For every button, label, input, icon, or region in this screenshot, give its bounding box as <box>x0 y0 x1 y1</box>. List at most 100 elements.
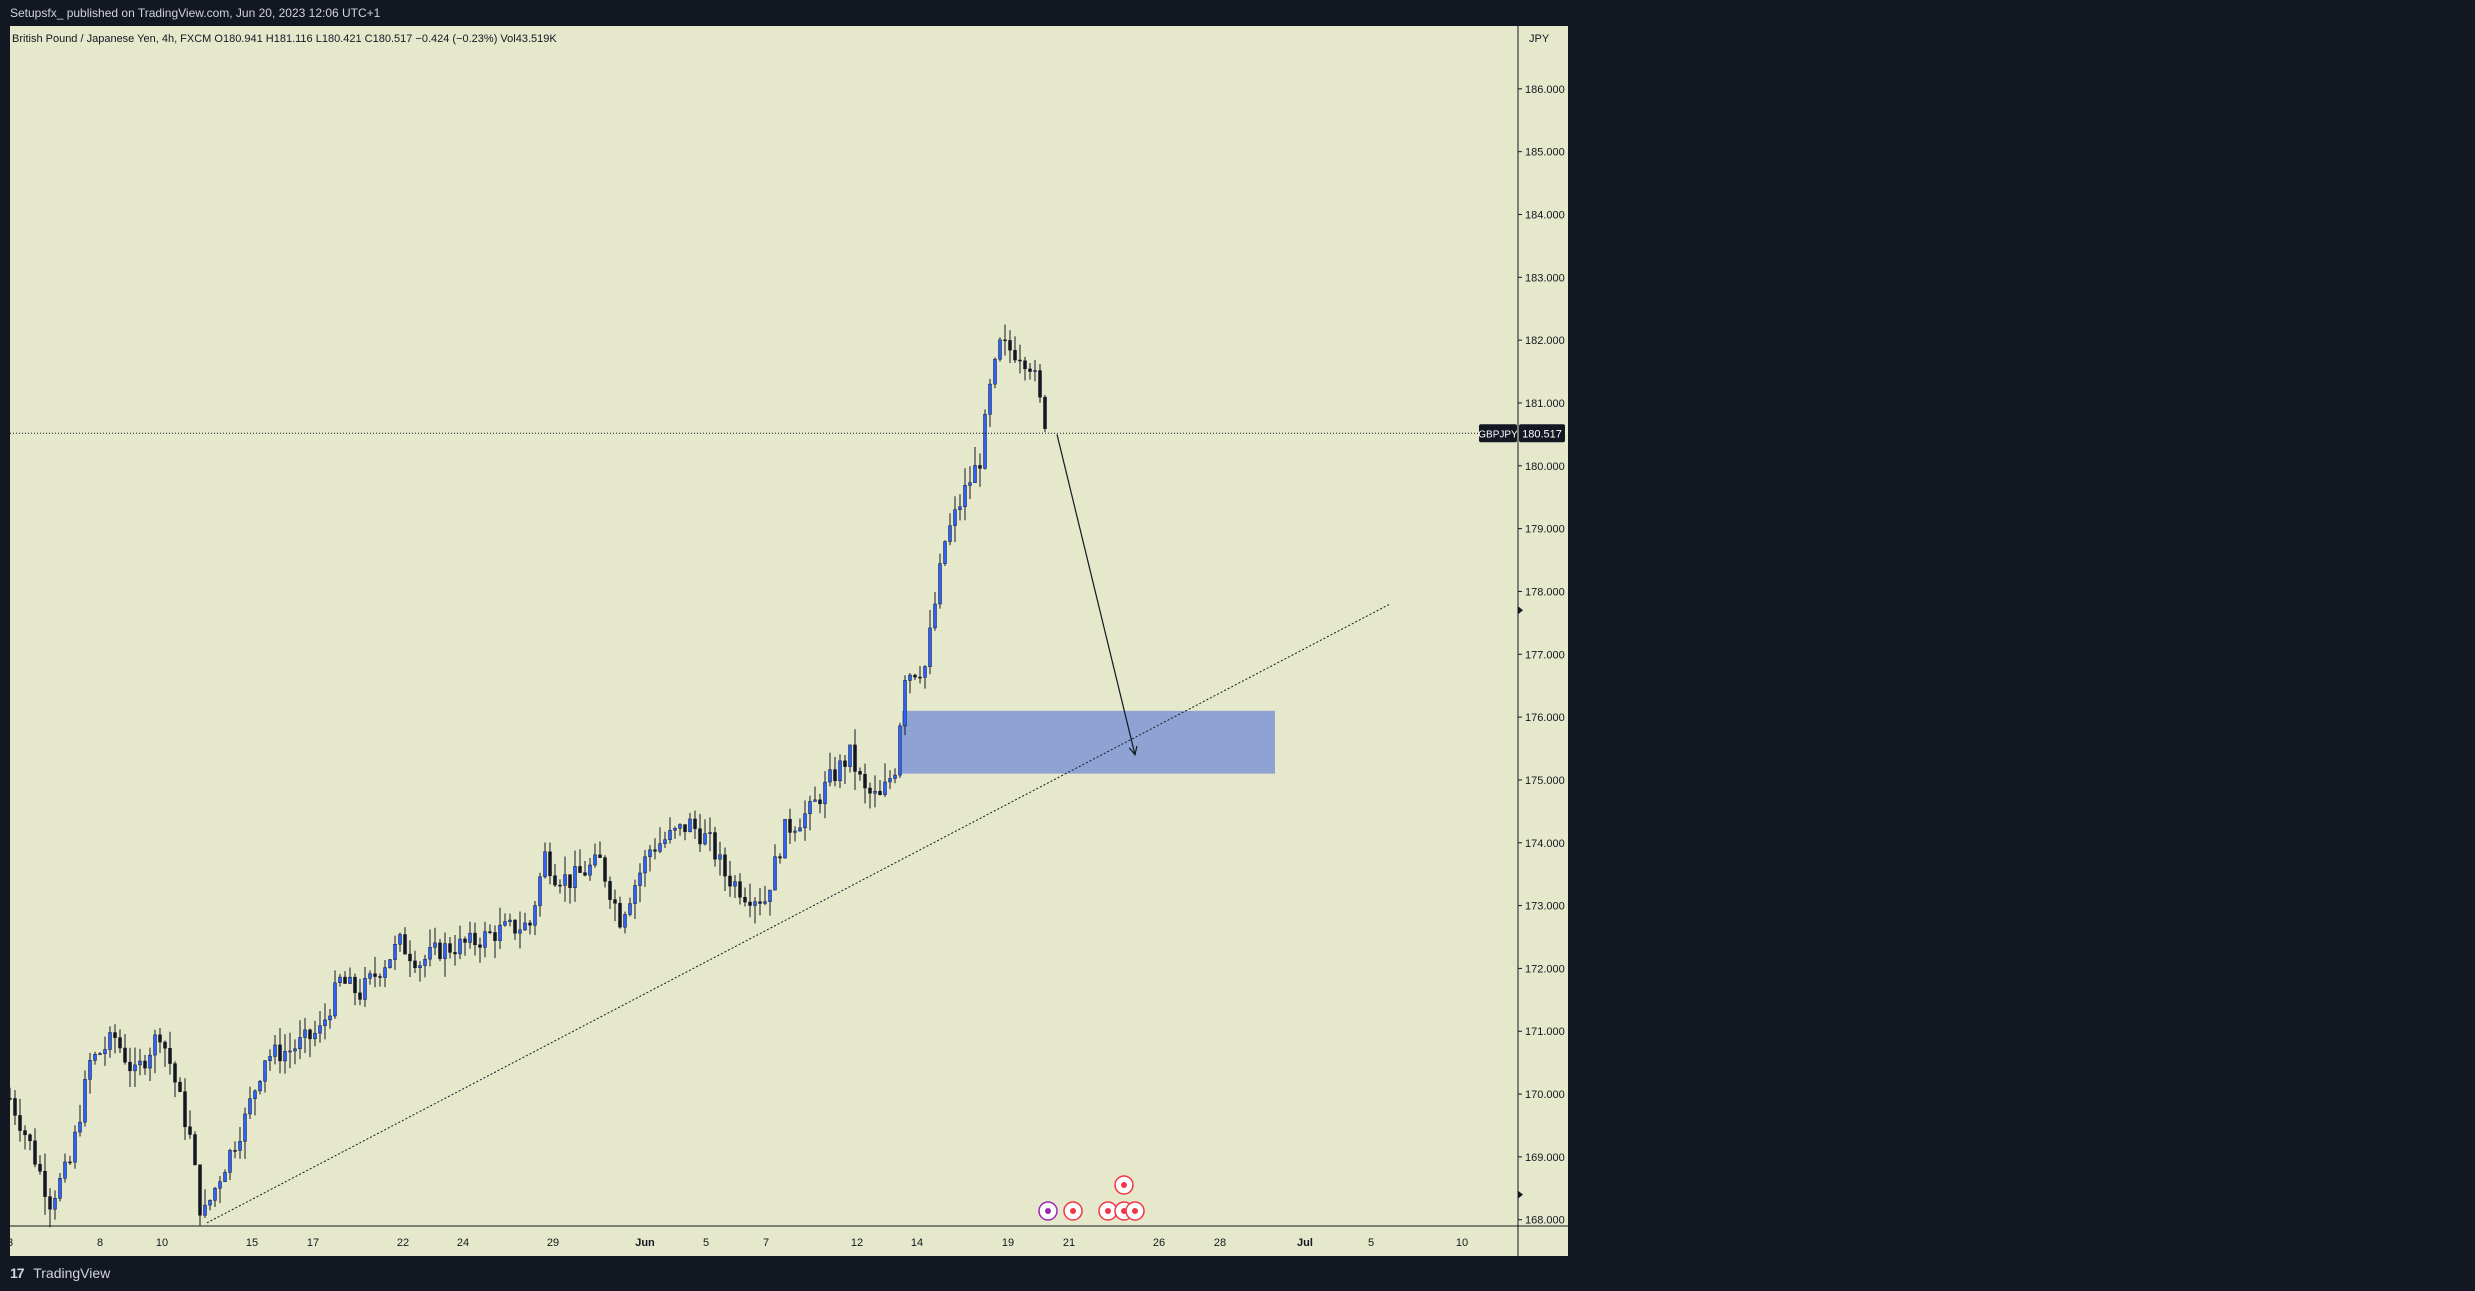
candle[interactable] <box>393 935 397 970</box>
candle[interactable] <box>773 844 777 891</box>
candle[interactable] <box>978 453 982 487</box>
candle[interactable] <box>183 1078 187 1140</box>
candle[interactable] <box>153 1029 157 1074</box>
candle[interactable] <box>238 1127 242 1159</box>
candle[interactable] <box>648 845 652 872</box>
candle[interactable] <box>908 673 912 694</box>
candle[interactable] <box>693 810 697 840</box>
candle[interactable] <box>723 847 727 891</box>
candle[interactable] <box>113 1024 117 1054</box>
candle[interactable] <box>598 841 602 858</box>
candle[interactable] <box>148 1047 152 1082</box>
candle[interactable] <box>1013 336 1017 364</box>
candle[interactable] <box>868 782 872 809</box>
candle[interactable] <box>923 665 927 689</box>
candle[interactable] <box>168 1031 172 1075</box>
flag-icon[interactable] <box>1125 1201 1145 1221</box>
candle[interactable] <box>933 592 937 631</box>
candle[interactable] <box>198 1164 202 1226</box>
candle[interactable] <box>563 856 567 902</box>
candle[interactable] <box>913 673 917 681</box>
candle[interactable] <box>18 1098 22 1142</box>
candle[interactable] <box>478 937 482 963</box>
candle[interactable] <box>488 924 492 935</box>
candle[interactable] <box>208 1199 212 1211</box>
candle[interactable] <box>928 609 932 675</box>
candle[interactable] <box>28 1133 32 1151</box>
candle[interactable] <box>33 1128 37 1168</box>
candle[interactable] <box>893 768 897 784</box>
candle[interactable] <box>473 922 477 956</box>
candle[interactable] <box>778 853 782 864</box>
candle[interactable] <box>123 1034 127 1065</box>
candle[interactable] <box>38 1155 42 1175</box>
candle[interactable] <box>708 817 712 852</box>
candle[interactable] <box>348 967 352 985</box>
candle[interactable] <box>828 752 832 787</box>
candle[interactable] <box>763 885 767 906</box>
candle[interactable] <box>458 925 462 960</box>
flag-icon[interactable] <box>1098 1201 1118 1221</box>
candle[interactable] <box>1028 363 1032 380</box>
candle[interactable] <box>328 1009 332 1029</box>
candle[interactable] <box>308 1028 312 1058</box>
candle[interactable] <box>603 855 607 888</box>
candle[interactable] <box>698 813 702 853</box>
candle[interactable] <box>768 889 772 916</box>
candle[interactable] <box>243 1107 247 1159</box>
candle[interactable] <box>958 494 962 521</box>
candle[interactable] <box>888 770 892 790</box>
candle[interactable] <box>728 861 732 897</box>
candle[interactable] <box>73 1125 77 1169</box>
candle[interactable] <box>98 1051 102 1056</box>
candle[interactable] <box>808 795 812 831</box>
candle[interactable] <box>128 1047 132 1088</box>
candle[interactable] <box>173 1061 177 1098</box>
candle[interactable] <box>1043 394 1047 433</box>
candle[interactable] <box>1003 324 1007 356</box>
candle[interactable] <box>228 1148 232 1181</box>
candle[interactable] <box>333 970 337 1019</box>
candle[interactable] <box>453 935 457 966</box>
candle[interactable] <box>993 357 997 389</box>
candle[interactable] <box>998 337 1002 362</box>
candle[interactable] <box>188 1110 192 1139</box>
candle[interactable] <box>388 959 392 969</box>
candle[interactable] <box>493 925 497 959</box>
candle[interactable] <box>508 913 512 927</box>
candle[interactable] <box>608 876 612 909</box>
candle[interactable] <box>643 850 647 887</box>
candle[interactable] <box>618 896 622 929</box>
candle[interactable] <box>683 824 687 841</box>
flag-icon[interactable] <box>1063 1201 1083 1221</box>
price-axis[interactable]: 168.000 169.000 170.000 171.000 172.000 173.0… <box>1518 84 1565 1227</box>
candle[interactable] <box>1033 360 1037 382</box>
candle[interactable] <box>918 665 922 684</box>
candle[interactable] <box>673 826 677 839</box>
candle[interactable] <box>593 843 597 868</box>
candle[interactable] <box>398 932 402 952</box>
candle[interactable] <box>258 1079 262 1095</box>
candle[interactable] <box>983 409 987 470</box>
right-edge-arrow-icon[interactable] <box>1518 606 1523 615</box>
candle[interactable] <box>953 496 957 543</box>
candle[interactable] <box>973 447 977 483</box>
candle[interactable] <box>553 864 557 887</box>
candle[interactable] <box>818 793 822 814</box>
candle[interactable] <box>373 956 377 988</box>
candle[interactable] <box>448 936 452 959</box>
candle[interactable] <box>1023 356 1027 381</box>
candle[interactable] <box>428 929 432 967</box>
candle[interactable] <box>583 861 587 877</box>
candle[interactable] <box>678 823 682 836</box>
flag-icon[interactable] <box>1114 1175 1134 1195</box>
candle[interactable] <box>303 1017 307 1054</box>
candle[interactable] <box>833 756 837 787</box>
candle[interactable] <box>578 849 582 873</box>
candle[interactable] <box>548 842 552 885</box>
candle[interactable] <box>43 1153 47 1215</box>
candle[interactable] <box>538 872 542 917</box>
candle[interactable] <box>253 1089 257 1116</box>
candle[interactable] <box>353 973 357 1006</box>
candle[interactable] <box>703 819 707 846</box>
